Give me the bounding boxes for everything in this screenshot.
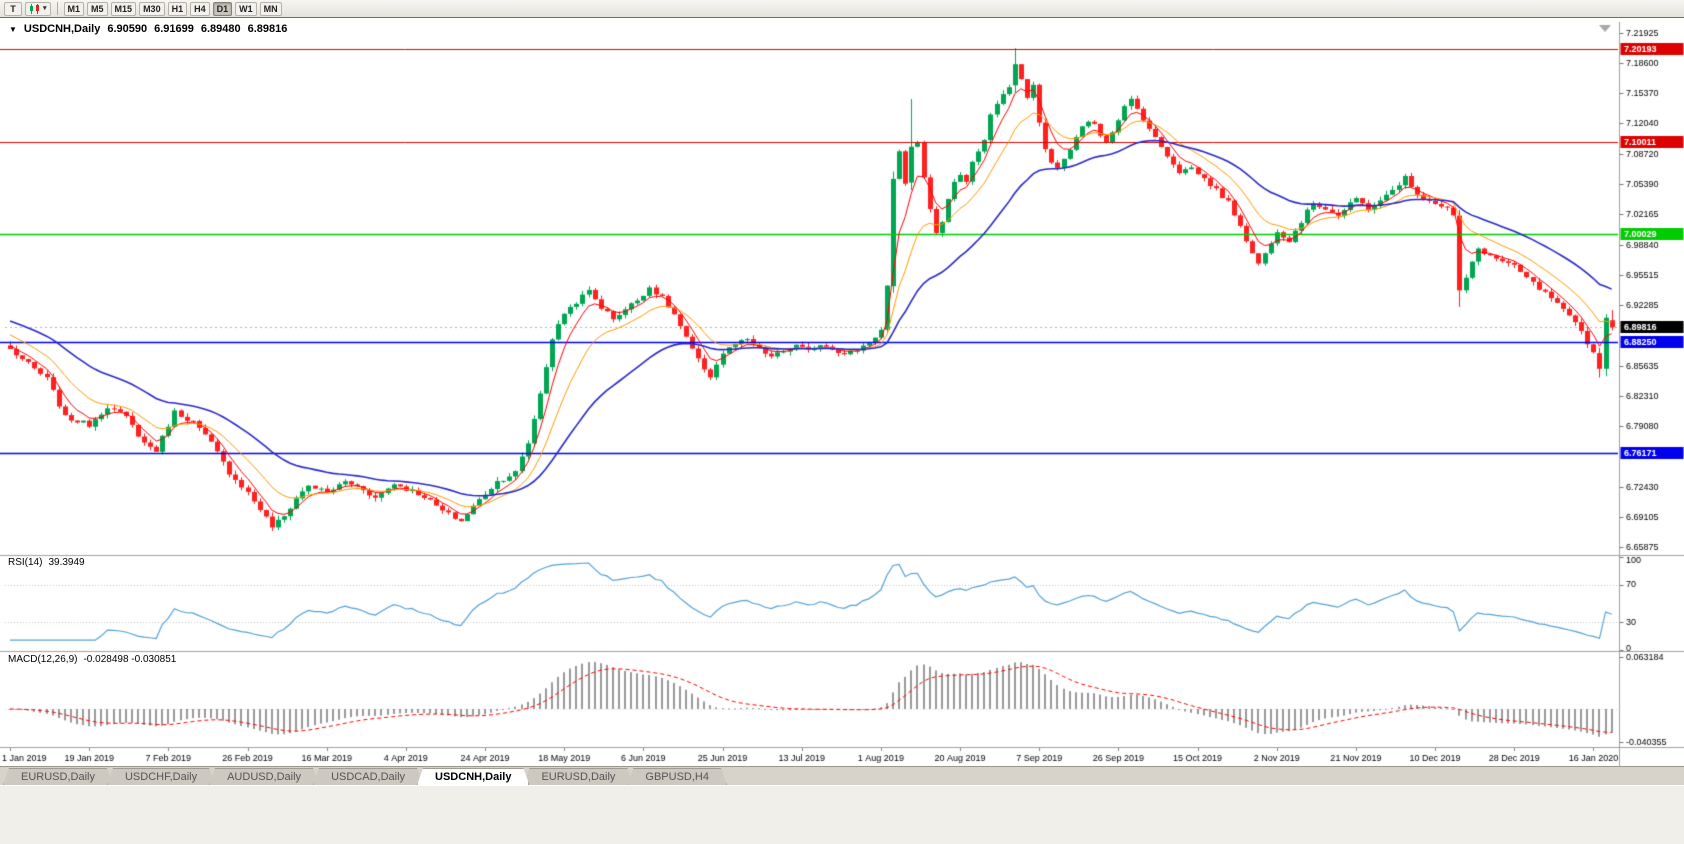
timeframe-button-m15[interactable]: M15 bbox=[110, 1, 137, 16]
dropdown-caret-icon: ▾ bbox=[43, 5, 47, 12]
chart-toolbar: T ▾ M1 M5 M15 M30 H1 H4 D1 W1 MN bbox=[0, 0, 1684, 18]
chart-tab-usdcnh-daily[interactable]: USDCNH,Daily bbox=[417, 768, 529, 785]
timeframe-button-group: M1 M5 M15 M30 H1 H4 D1 W1 MN bbox=[63, 1, 282, 16]
timeframe-button-d1[interactable]: D1 bbox=[212, 1, 233, 16]
chart-tab-usdchf-daily[interactable]: USDCHF,Daily bbox=[107, 768, 215, 785]
timeframe-button-m30[interactable]: M30 bbox=[139, 1, 165, 16]
timeframe-button-mn[interactable]: MN bbox=[259, 1, 282, 16]
timeframe-button-h1[interactable]: H1 bbox=[167, 1, 188, 16]
chart-tab-usdcad-daily[interactable]: USDCAD,Daily bbox=[313, 768, 423, 785]
status-bar bbox=[0, 785, 1684, 844]
chart-tools-dropdown-button[interactable]: ▾ bbox=[25, 1, 51, 16]
timeframe-button-h4[interactable]: H4 bbox=[190, 1, 210, 16]
timeframe-button-w1[interactable]: W1 bbox=[235, 1, 257, 16]
timeframe-button-m1[interactable]: M1 bbox=[63, 1, 85, 16]
chart-tab-eurusd-daily[interactable]: EURUSD,Daily bbox=[523, 768, 633, 785]
chart-tab-bar: EURUSD,Daily USDCHF,Daily AUDUSD,Daily USDC… bbox=[0, 766, 1684, 785]
chart-tab-eurusd-daily[interactable]: EURUSD,Daily bbox=[3, 768, 113, 785]
chart-tab-audusd-daily[interactable]: AUDUSD,Daily bbox=[209, 768, 319, 785]
toolbar-separator bbox=[56, 2, 58, 15]
pointer-tool-button[interactable]: T bbox=[4, 1, 22, 16]
price-chart-canvas[interactable] bbox=[0, 19, 1684, 766]
chart-tab-gbpusd-h4[interactable]: GBPUSD,H4 bbox=[627, 768, 727, 785]
timeframe-button-m5[interactable]: M5 bbox=[87, 1, 108, 16]
chart-tools-icon bbox=[30, 3, 39, 14]
